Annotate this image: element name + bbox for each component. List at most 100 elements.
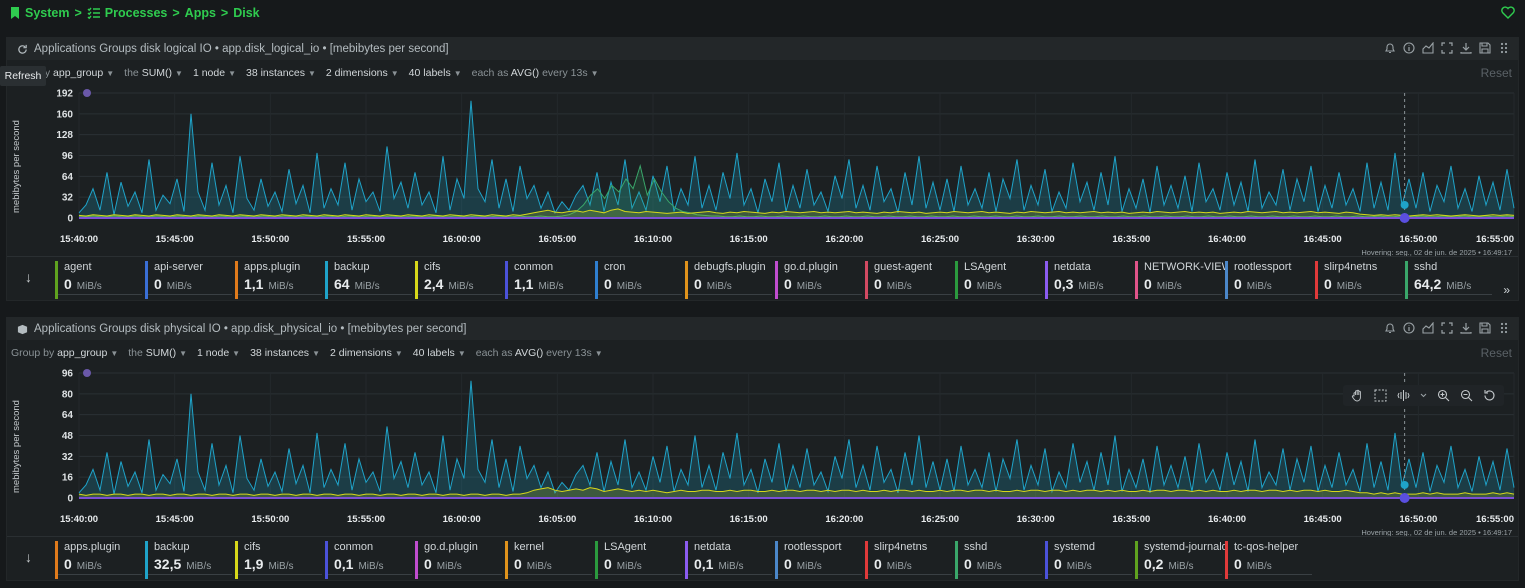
legend-item[interactable]: apps.plugin 0 MiB/s xyxy=(55,541,145,579)
legend-item[interactable]: go.d.plugin 0 MiB/s xyxy=(415,541,505,579)
chart-type-icon[interactable] xyxy=(1422,321,1434,334)
aggregation-filter[interactable]: the SUM() ▼ xyxy=(124,67,183,79)
legend-item[interactable]: sshd 64,2 MiB/s xyxy=(1405,261,1495,299)
time-aggregation-filter[interactable]: each as AVG() every 13s ▼ xyxy=(471,67,599,79)
legend-item[interactable]: debugfs.plugin 0 MiB/s xyxy=(685,261,775,299)
save-icon[interactable] xyxy=(1479,42,1491,54)
legend-item[interactable]: backup 32,5 MiB/s xyxy=(145,541,235,579)
legend-item-value: 0 MiB/s xyxy=(424,556,462,572)
chevron-down-icon[interactable] xyxy=(1420,389,1427,402)
legend-item-value: 0 MiB/s xyxy=(1054,556,1092,572)
series-line-cifs xyxy=(78,487,1515,496)
dimensions-filter[interactable]: 2 dimensions ▼ xyxy=(329,347,403,359)
area-chart[interactable]: 0 16 32 48 64 80 96 15:40:00 15:45:00 15:50:00 15:… xyxy=(7,318,1520,528)
instances-filter[interactable]: 38 instances ▼ xyxy=(245,67,316,79)
info-icon[interactable] xyxy=(1403,322,1415,334)
legend-item[interactable]: netdata 0,3 MiB/s xyxy=(1045,261,1135,299)
legend-item[interactable]: apps.plugin 1,1 MiB/s xyxy=(235,261,325,299)
legend-item[interactable]: netdata 0,1 MiB/s xyxy=(685,541,775,579)
drag-handle-icon[interactable] xyxy=(1498,42,1510,54)
legend-item[interactable]: api-server 0 MiB/s xyxy=(145,261,235,299)
group-by-filter[interactable]: Group by app_group ▼ xyxy=(11,347,119,359)
legend-item-value: 0 MiB/s xyxy=(604,556,642,572)
x-tick-label: 15:40:00 xyxy=(60,234,98,245)
legend-item[interactable]: systemd-journald 0,2 MiB/s xyxy=(1135,541,1225,579)
legend-item-name: rootlessport xyxy=(784,541,842,553)
zoom-in-icon[interactable] xyxy=(1437,389,1450,402)
legend-item[interactable]: rootlessport 0 MiB/s xyxy=(1225,261,1315,299)
select-area-icon[interactable] xyxy=(1374,389,1387,402)
legend-item[interactable]: LSAgent 0 MiB/s xyxy=(595,541,685,579)
sort-arrow-icon[interactable]: ↓ xyxy=(25,549,32,565)
chart-type-icon[interactable] xyxy=(1422,41,1434,54)
sort-arrow-icon[interactable]: ↓ xyxy=(25,269,32,285)
chart-toolbar xyxy=(1343,385,1504,406)
breadcrumb-disk[interactable]: Disk xyxy=(233,6,260,20)
pan-hand-icon[interactable] xyxy=(1351,389,1364,402)
labels-filter[interactable]: 40 labels ▼ xyxy=(412,347,466,359)
legend-item-value: 0 MiB/s xyxy=(874,276,912,292)
legend-item[interactable]: go.d.plugin 0 MiB/s xyxy=(775,261,865,299)
legend-item-value: 0 MiB/s xyxy=(694,276,732,292)
reset-button[interactable]: Reset xyxy=(1480,346,1512,360)
legend-item[interactable]: guest-agent 0 MiB/s xyxy=(865,261,955,299)
legend-item-bar xyxy=(778,294,862,295)
y-tick-label: 64 xyxy=(62,410,74,421)
bell-icon[interactable] xyxy=(1384,42,1396,54)
download-icon[interactable] xyxy=(1460,322,1472,334)
download-icon[interactable] xyxy=(1460,42,1472,54)
legend-item[interactable]: kernel 0 MiB/s xyxy=(505,541,595,579)
breadcrumb-system[interactable]: System xyxy=(25,6,70,20)
scroll-right-icon[interactable]: » xyxy=(1503,283,1510,297)
legend-item[interactable]: slirp4netns 0 MiB/s xyxy=(1315,261,1405,299)
labels-filter[interactable]: 40 labels ▼ xyxy=(408,67,462,79)
legend-item-name: go.d.plugin xyxy=(784,261,838,273)
legend-item-bar xyxy=(1138,294,1222,295)
highlight-icon[interactable] xyxy=(1397,389,1410,402)
fullscreen-icon[interactable] xyxy=(1441,42,1453,54)
bell-icon[interactable] xyxy=(1384,322,1396,334)
legend-item-bar xyxy=(418,574,502,575)
legend-item-name: backup xyxy=(334,261,370,273)
dimensions-filter[interactable]: 2 dimensions ▼ xyxy=(325,67,399,79)
instances-filter[interactable]: 38 instances ▼ xyxy=(250,347,320,359)
legend-item[interactable]: cifs 2,4 MiB/s xyxy=(415,261,505,299)
legend-item[interactable]: systemd 0 MiB/s xyxy=(1045,541,1135,579)
legend-item-bar xyxy=(238,574,322,575)
legend-item-value: 0 MiB/s xyxy=(1234,276,1272,292)
save-icon[interactable] xyxy=(1479,322,1491,334)
legend-item-bar xyxy=(508,294,592,295)
legend-item-value: 32,5 MiB/s xyxy=(154,556,212,572)
legend-item[interactable]: cifs 1,9 MiB/s xyxy=(235,541,325,579)
legend-item[interactable]: tc-qos-helper 0 MiB/s xyxy=(1225,541,1315,579)
reset-zoom-icon[interactable] xyxy=(1483,389,1496,402)
breadcrumb-processes[interactable]: Processes xyxy=(104,6,168,20)
info-icon[interactable] xyxy=(1403,42,1415,54)
nodes-filter[interactable]: 1 node ▼ xyxy=(197,347,241,359)
legend-item[interactable]: backup 64 MiB/s xyxy=(325,261,415,299)
legend-item-name: conmon xyxy=(514,261,554,273)
legend-item[interactable]: slirp4netns 0 MiB/s xyxy=(865,541,955,579)
x-tick-label: 16:15:00 xyxy=(730,514,768,525)
legend-item[interactable]: LSAgent 0 MiB/s xyxy=(955,261,1045,299)
fullscreen-icon[interactable] xyxy=(1441,322,1453,334)
aggregation-filter[interactable]: the SUM() ▼ xyxy=(128,347,188,359)
legend-item[interactable]: conmon 1,1 MiB/s xyxy=(505,261,595,299)
zoom-out-icon[interactable] xyxy=(1460,389,1473,402)
legend-item[interactable]: agent 0 MiB/s xyxy=(55,261,145,299)
legend-item[interactable]: conmon 0,1 MiB/s xyxy=(325,541,415,579)
legend-item[interactable]: cron 0 MiB/s xyxy=(595,261,685,299)
reset-button[interactable]: Reset xyxy=(1480,66,1512,80)
nodes-filter[interactable]: 1 node ▼ xyxy=(192,67,236,79)
area-chart[interactable]: 0 32 64 96 128 160 192 15:40:00 15:45:00 15:50:00… xyxy=(7,38,1520,248)
breadcrumb: System > Processes > Apps > Disk xyxy=(10,6,260,20)
heart-icon[interactable] xyxy=(1501,6,1515,19)
legend-item[interactable]: sshd 0 MiB/s xyxy=(955,541,1045,579)
legend-item[interactable]: rootlessport 0 MiB/s xyxy=(775,541,865,579)
x-tick-label: 16:50:00 xyxy=(1399,514,1437,525)
time-aggregation-filter[interactable]: each as AVG() every 13s ▼ xyxy=(475,347,603,359)
drag-handle-icon[interactable] xyxy=(1498,322,1510,334)
breadcrumb-apps[interactable]: Apps xyxy=(184,6,216,20)
refresh-icon[interactable] xyxy=(17,44,28,55)
